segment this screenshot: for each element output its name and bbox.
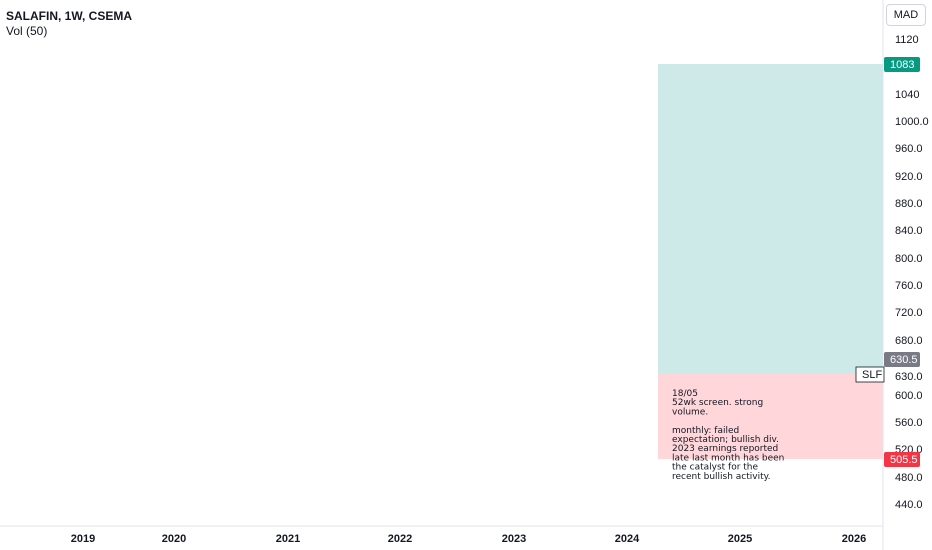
time-axis: 2019 2020 2021 2022 2023 2024 2025 2026	[71, 533, 866, 545]
y-tick-label: 440.0	[895, 499, 923, 511]
y-tick-label: 760.0	[895, 280, 923, 292]
x-tick-label: 2022	[388, 533, 412, 545]
currency-selector[interactable]: MAD	[886, 4, 926, 26]
y-tick-label: 960.0	[895, 143, 923, 155]
price-tag-target	[884, 57, 920, 72]
price-tag-stop	[884, 452, 920, 467]
stop-zone	[658, 374, 883, 459]
y-tick-label: 920.0	[895, 171, 923, 183]
price-axis: 1120108010401000.0960.0920.0880.0840.080…	[895, 34, 929, 511]
y-tick-label: 630.0	[895, 371, 923, 383]
x-tick-label: 2020	[162, 533, 186, 545]
price-tag-entry	[884, 352, 920, 367]
x-tick-label: 2024	[615, 533, 640, 545]
trade-note-line: 18/05	[672, 389, 698, 399]
price-tags: 1083 630.5 505.5 SLF	[855, 57, 920, 467]
y-tick-label: 560.0	[895, 417, 923, 429]
price-tag-entry-label: 630.5	[890, 354, 918, 366]
x-tick-label: 2026	[842, 533, 866, 545]
target-zone	[658, 64, 883, 374]
trade-note-line: monthly: failed	[672, 426, 739, 436]
x-tick-label: 2025	[728, 533, 752, 545]
y-tick-label: 800.0	[895, 253, 923, 265]
trade-note-line: 52wk screen. strong	[672, 398, 763, 408]
price-tag-target-label: 1083	[890, 59, 914, 71]
y-tick-label: 480.0	[895, 472, 923, 484]
y-tick-label: 1000.0	[895, 116, 929, 128]
chart-title: SALAFIN, 1W, CSEMA	[6, 9, 133, 23]
y-tick-label: 1040	[895, 89, 919, 101]
x-tick-label: 2023	[502, 533, 526, 545]
symbol-label: SLF	[862, 369, 882, 381]
y-tick-label: 720.0	[895, 307, 923, 319]
x-tick-label: 2019	[71, 533, 95, 545]
y-tick-label: 1120	[895, 34, 919, 46]
trade-note-line: the catalyst for the	[672, 463, 759, 473]
price-tag-stop-label: 505.5	[890, 454, 918, 466]
y-tick-label: 840.0	[895, 225, 923, 237]
y-tick-label: 680.0	[895, 335, 923, 347]
y-tick-label: 600.0	[895, 390, 923, 402]
trade-note-line: recent bullish activity.	[672, 472, 771, 482]
x-tick-label: 2021	[276, 533, 300, 545]
volume-indicator-label[interactable]: Vol (50)	[6, 24, 48, 38]
y-tick-label: 880.0	[895, 198, 923, 210]
trade-note-line: expectation; bullish div.	[672, 435, 779, 445]
trade-note-line: 2023 earnings reported	[672, 444, 778, 454]
symbol-label-box	[855, 366, 885, 383]
trade-note-line: late last month has been	[672, 453, 784, 463]
trade-note-line: volume.	[672, 407, 708, 417]
